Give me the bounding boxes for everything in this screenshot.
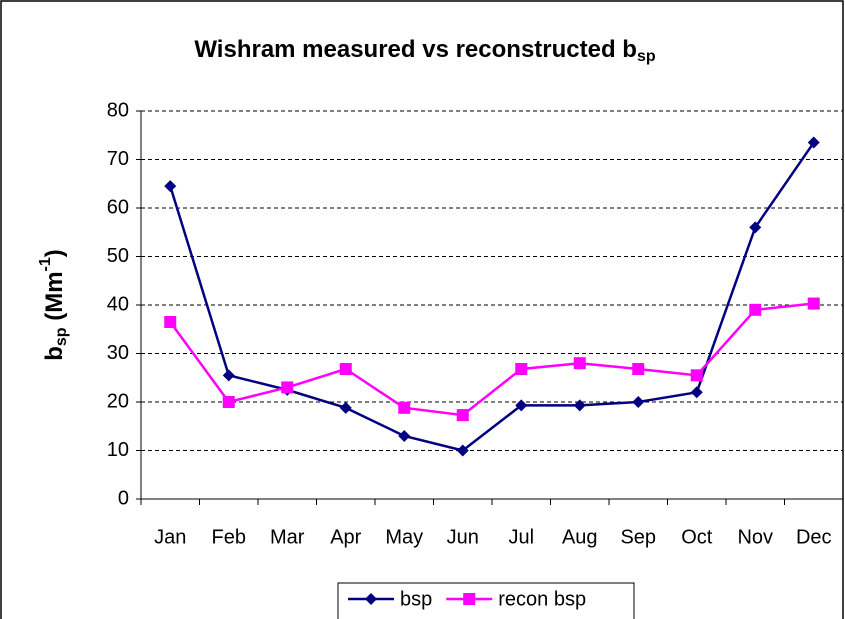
y-tick-label: 0 bbox=[118, 487, 129, 509]
legend-label: bsp bbox=[400, 588, 432, 610]
title-subscript: sp bbox=[637, 48, 656, 65]
x-tick-label: Feb bbox=[212, 526, 246, 548]
diamond-marker bbox=[339, 401, 352, 414]
square-marker bbox=[807, 297, 820, 310]
y-tick-label: 30 bbox=[107, 342, 129, 364]
chart-title: Wishram measured vs reconstructed bsp bbox=[194, 36, 656, 65]
square-marker bbox=[398, 401, 411, 414]
x-tick-label: Sep bbox=[620, 526, 656, 548]
x-tick-label: Jun bbox=[447, 526, 479, 548]
y-label-part: b bbox=[41, 346, 68, 361]
square-marker bbox=[749, 303, 762, 316]
diamond-marker bbox=[222, 369, 235, 382]
y-tick-label: 80 bbox=[107, 99, 129, 121]
diamond-marker bbox=[456, 444, 469, 457]
y-tick-label: 60 bbox=[107, 196, 129, 218]
square-marker bbox=[456, 409, 469, 422]
square-marker bbox=[222, 396, 235, 408]
diamond-marker bbox=[749, 221, 762, 234]
x-tick-label: Mar bbox=[270, 526, 305, 548]
diamond-marker bbox=[807, 136, 820, 149]
x-tick-label: Nov bbox=[737, 526, 773, 548]
square-marker bbox=[281, 381, 294, 394]
y-tick-label: 40 bbox=[107, 293, 129, 315]
square-marker bbox=[164, 315, 177, 328]
y-tick-label: 10 bbox=[107, 439, 129, 461]
x-tick-label: Jan bbox=[154, 526, 186, 548]
y-tick-label: 20 bbox=[107, 390, 129, 412]
legend: bsp recon bsp bbox=[337, 582, 635, 619]
x-tick-label: May bbox=[385, 526, 423, 548]
y-label-subscript: sp bbox=[53, 327, 70, 346]
square-marker bbox=[632, 363, 645, 376]
x-tick-label: Dec bbox=[796, 526, 832, 548]
x-tick-label: Jul bbox=[508, 526, 534, 548]
title-text: Wishram measured vs reconstructed b bbox=[194, 36, 637, 63]
square-marker bbox=[515, 363, 528, 376]
y-tick-label: 70 bbox=[107, 148, 129, 170]
diamond-marker bbox=[573, 399, 586, 412]
square-marker bbox=[339, 363, 352, 376]
square-marker bbox=[690, 369, 703, 382]
diamond-marker bbox=[365, 593, 377, 605]
diamond-marker bbox=[515, 399, 528, 412]
y-tick-label: 50 bbox=[107, 245, 129, 267]
diamond-marker bbox=[632, 396, 645, 408]
square-marker bbox=[463, 593, 476, 605]
y-label-superscript: -1 bbox=[37, 257, 54, 271]
diamond-marker bbox=[398, 429, 411, 442]
legend-label: recon bsp bbox=[498, 588, 586, 610]
x-tick-label: Aug bbox=[562, 526, 598, 548]
x-tick-label: Oct bbox=[681, 526, 713, 548]
y-label-part: ) bbox=[41, 249, 68, 257]
y-axis-label: bsp (Mm-1) bbox=[37, 249, 70, 361]
y-label-part: (Mm bbox=[41, 271, 68, 327]
square-marker bbox=[573, 357, 586, 370]
diamond-marker bbox=[164, 180, 177, 193]
x-tick-label: Apr bbox=[330, 526, 361, 548]
legend-box bbox=[337, 582, 635, 619]
diamond-marker bbox=[690, 386, 703, 399]
series-line bbox=[169, 302, 814, 417]
